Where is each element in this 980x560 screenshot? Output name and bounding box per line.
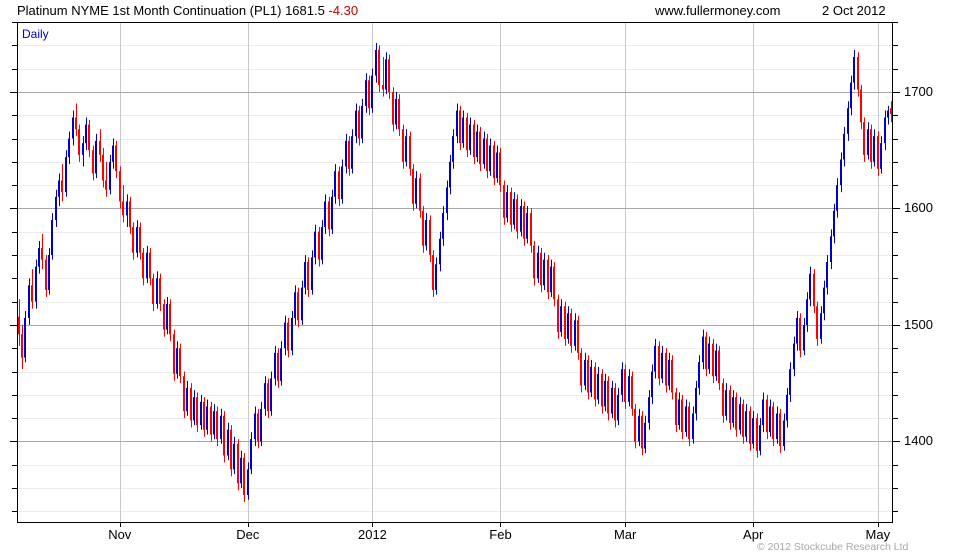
x-axis-tick-label: May <box>865 527 891 542</box>
x-axis-tick-label: 2012 <box>357 527 387 542</box>
website-label: www.fullermoney.com <box>655 3 781 18</box>
copyright-notice: © 2012 Stockcube Research Ltd <box>757 541 909 553</box>
x-axis-tick-label: Nov <box>108 527 132 542</box>
chart-title-text: Platinum NYME 1st Month Continuation (PL… <box>17 3 325 18</box>
y-axis-tick-label: 1700 <box>904 83 933 99</box>
y-axis-tick-label: 1500 <box>904 316 933 332</box>
chart-header: Platinum NYME 1st Month Continuation (PL… <box>0 0 980 22</box>
chart-title: Platinum NYME 1st Month Continuation (PL… <box>17 3 358 18</box>
chart-date: 2 Oct 2012 <box>822 3 886 18</box>
x-axis-tick-label: Feb <box>489 527 512 542</box>
x-axis-tick-label: Mar <box>613 527 637 542</box>
x-axis-tick-label: Apr <box>743 527 764 542</box>
x-axis-tick-label: Jun <box>976 527 980 542</box>
y-axis-tick-label: 1400 <box>904 433 933 449</box>
period-badge: Daily <box>22 27 49 41</box>
price-change: -4.30 <box>328 3 359 18</box>
y-axis-tick-label: 1600 <box>904 200 933 216</box>
x-axis-tick-label: Dec <box>236 527 260 542</box>
